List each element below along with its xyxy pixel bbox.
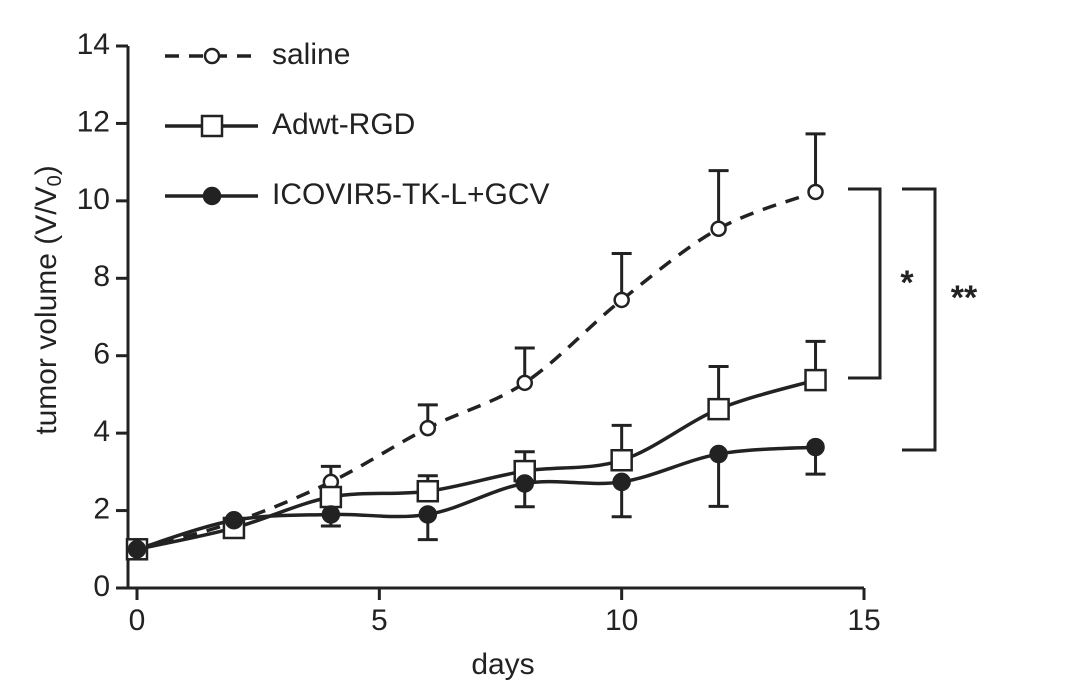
x-axis-label: days xyxy=(471,648,534,681)
y-label-sub: 0 xyxy=(44,175,66,186)
legend-label: saline xyxy=(272,38,350,71)
data-point xyxy=(516,374,533,392)
data-point xyxy=(515,474,534,493)
legend-marker xyxy=(200,114,224,138)
y-tick-label: 10 xyxy=(77,183,110,216)
data-point xyxy=(806,437,825,457)
data-point xyxy=(613,291,630,309)
data-point xyxy=(319,485,343,509)
series-line xyxy=(136,190,817,551)
y-label-main: tumor volume (V/V xyxy=(30,186,63,434)
data-point xyxy=(807,183,824,201)
y-tick-label: 14 xyxy=(77,28,110,61)
annotation: ** xyxy=(951,279,978,317)
data-point xyxy=(127,540,147,559)
y-label-end: ) xyxy=(30,165,63,175)
y-tick-label: 12 xyxy=(77,105,110,138)
data-point xyxy=(224,511,244,530)
error-bar xyxy=(708,169,729,229)
y-tick-label: 2 xyxy=(93,492,110,525)
y-axis-label: tumor volume (V/V0) xyxy=(30,165,66,435)
legend-marker xyxy=(202,186,222,206)
data-point xyxy=(610,448,633,472)
data-point xyxy=(416,479,440,503)
y-tick-label: 8 xyxy=(93,260,110,293)
bracket xyxy=(902,187,937,452)
data-point xyxy=(710,220,727,237)
y-tick-label: 6 xyxy=(93,338,110,371)
x-tick-label: 0 xyxy=(129,604,146,637)
data-point xyxy=(419,419,437,437)
x-tick-label: 10 xyxy=(605,604,638,637)
y-tick-label: 4 xyxy=(93,415,110,448)
data-point xyxy=(612,472,631,492)
data-point xyxy=(804,368,827,392)
y-tick-label: 0 xyxy=(93,570,110,603)
legend-label: ICOVIR5-TK-L+GCV xyxy=(272,178,550,211)
error-bar xyxy=(805,132,826,192)
legend-label: Adwt-RGD xyxy=(272,108,415,141)
legend-marker xyxy=(203,47,221,65)
annotation: * xyxy=(900,264,914,302)
data-point xyxy=(707,397,730,421)
x-tick-label: 5 xyxy=(371,604,388,637)
bracket xyxy=(848,187,882,380)
data-point xyxy=(709,444,728,464)
x-tick-label: 15 xyxy=(847,604,880,637)
data-point xyxy=(418,505,438,524)
data-point xyxy=(321,505,341,524)
